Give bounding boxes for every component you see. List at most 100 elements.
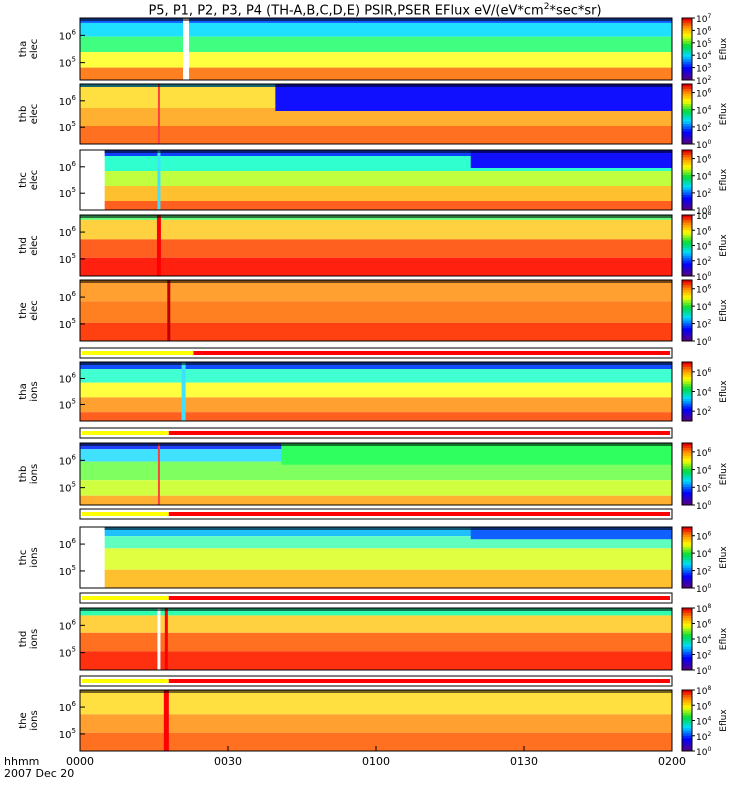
colorbar-tick-exponent: 2 bbox=[707, 188, 711, 195]
colorbar-cell bbox=[682, 644, 692, 648]
spectrogram-band bbox=[80, 397, 672, 413]
colorbar-tick-exponent: 0 bbox=[707, 336, 711, 343]
colorbar-tick-exponent: 4 bbox=[707, 171, 711, 178]
y-tick-label: 105 bbox=[59, 56, 76, 70]
spectrogram-band bbox=[80, 171, 672, 186]
panel-frame bbox=[79, 361, 673, 422]
data-gap-marker bbox=[164, 608, 168, 670]
colorbar-cell bbox=[682, 36, 692, 40]
colorbar-label: Eflux bbox=[719, 37, 729, 60]
colorbar-cell bbox=[682, 554, 692, 558]
colorbar-cell bbox=[682, 77, 692, 81]
mode-bar-yellow bbox=[82, 596, 169, 600]
colorbar-cell bbox=[682, 333, 692, 337]
colorbar-cell bbox=[682, 263, 692, 267]
colorbar-cell bbox=[682, 268, 692, 272]
colorbar-cell bbox=[682, 182, 692, 186]
y-tick-exponent: 5 bbox=[72, 646, 76, 654]
colorbar-cell bbox=[682, 633, 692, 637]
colorbar-cell bbox=[682, 91, 692, 95]
colorbar-cell bbox=[682, 94, 692, 97]
colorbar-cell bbox=[682, 697, 692, 701]
colorbar-cell bbox=[682, 497, 692, 501]
colorbar-cell bbox=[682, 302, 692, 306]
colorbar-cell bbox=[682, 220, 692, 224]
footer-date: 2007 Dec 20 bbox=[4, 767, 75, 780]
colorbar-cell bbox=[682, 529, 692, 533]
colorbar-cell bbox=[682, 702, 692, 706]
mode-bar-thd-ions bbox=[79, 675, 673, 687]
colorbar-cell bbox=[682, 639, 692, 643]
mode-bar-yellow bbox=[82, 351, 194, 355]
y-tick-exponent: 6 bbox=[72, 28, 77, 36]
panel-thd-ions: 105 106 thdions bbox=[18, 607, 673, 671]
mode-bar-red bbox=[193, 351, 670, 355]
data-gap-marker bbox=[183, 18, 190, 80]
colorbar-cell bbox=[682, 494, 692, 498]
colorbar-cell bbox=[682, 474, 692, 478]
colorbar-cell bbox=[682, 366, 692, 370]
y-tick-label: 105 bbox=[59, 727, 76, 741]
colorbar-cell bbox=[682, 72, 692, 76]
colorbar-cell bbox=[682, 297, 692, 301]
colorbar-tick-exponent: 2 bbox=[707, 319, 711, 326]
y-tick-label: 105 bbox=[59, 120, 76, 134]
colorbar-tick-exponent: 4 bbox=[707, 301, 711, 308]
colorbar-cell bbox=[682, 730, 692, 734]
colorbar-cell bbox=[682, 292, 692, 296]
y-axis-label: theions bbox=[18, 710, 40, 730]
colorbar-tick-label: 102 bbox=[696, 650, 711, 662]
top-noise-strip bbox=[80, 362, 672, 365]
colorbar-cell bbox=[682, 657, 692, 661]
data-gap-marker bbox=[157, 608, 161, 670]
data-gap-marker bbox=[181, 362, 186, 421]
spectrogram-late-region bbox=[470, 150, 672, 168]
colorbar-cell bbox=[682, 748, 692, 752]
probe-label: thd bbox=[18, 631, 29, 648]
x-tick-label: 0030 bbox=[214, 755, 242, 768]
colorbar-cell bbox=[682, 396, 692, 400]
colorbar-tick-exponent: 4 bbox=[707, 387, 711, 394]
colorbar-cell bbox=[682, 30, 692, 34]
spectrogram-band bbox=[80, 495, 672, 505]
colorbar-cell bbox=[682, 575, 692, 579]
colorbar-cell bbox=[682, 542, 692, 546]
colorbar-cell bbox=[682, 453, 692, 457]
colorbar-cell bbox=[682, 527, 692, 531]
colorbar-cell bbox=[682, 458, 692, 462]
y-tick-exponent: 5 bbox=[72, 56, 76, 64]
colorbar-cell bbox=[682, 610, 692, 614]
species-label: elec bbox=[29, 235, 40, 256]
colorbar-thd-elec: 100 102 104 106 108 Eflux bbox=[681, 210, 729, 283]
spectrogram-band bbox=[80, 608, 672, 616]
colorbar-cell bbox=[682, 468, 692, 472]
y-tick-exponent: 6 bbox=[72, 94, 77, 102]
y-tick-label: 106 bbox=[59, 28, 77, 42]
colorbar-tick-exponent: 0 bbox=[707, 139, 711, 146]
colorbar-tick-exponent: 2 bbox=[707, 122, 711, 129]
spectrogram-band bbox=[80, 126, 672, 144]
colorbar-cell bbox=[682, 335, 692, 339]
y-tick-exponent: 6 bbox=[72, 618, 77, 626]
colorbar-cell bbox=[682, 570, 692, 574]
colorbar-tick-exponent: 3 bbox=[707, 63, 711, 70]
colorbar-cell bbox=[682, 547, 692, 551]
colorbar-cell bbox=[682, 577, 692, 581]
spectrogram-band bbox=[80, 548, 672, 570]
colorbar-cell bbox=[682, 376, 692, 380]
y-tick-exponent: 5 bbox=[72, 564, 76, 572]
panel-frame bbox=[79, 149, 673, 211]
colorbar-thb-ions: 100 102 104 106 Eflux bbox=[681, 442, 729, 512]
colorbar-tick-label: 106 bbox=[696, 88, 711, 100]
species-label: ions bbox=[29, 629, 40, 649]
y-tick-exponent: 5 bbox=[72, 317, 76, 325]
colorbar-tick-label: 102 bbox=[696, 122, 711, 134]
colorbar-tick-exponent: 0 bbox=[707, 205, 711, 212]
colorbar-cell bbox=[682, 398, 692, 402]
time-axis-footer: hhmm 2007 Dec 20 bbox=[4, 756, 74, 780]
spectrogram-band bbox=[80, 52, 672, 68]
colorbar-frame bbox=[681, 442, 693, 506]
colorbar-tick-label: 104 bbox=[696, 465, 711, 477]
colorbar-tick-exponent: 2 bbox=[707, 566, 711, 573]
y-axis-label: thaelec bbox=[18, 39, 40, 60]
